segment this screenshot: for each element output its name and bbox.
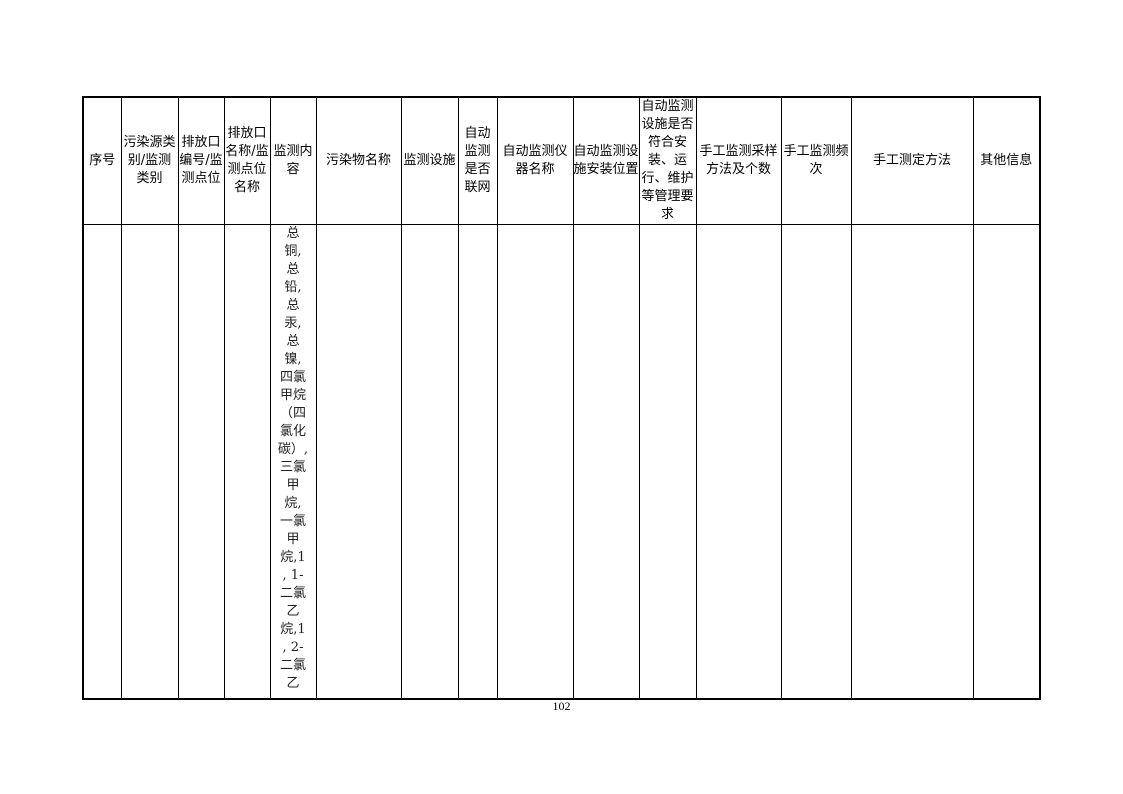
column-header: 手工监测采样方法及个数: [695, 96, 782, 225]
table-cell: [223, 224, 271, 700]
monitoring-content-line: 汞,: [284, 316, 302, 331]
monitoring-content-line: （四: [279, 406, 306, 421]
table-cell: [315, 224, 402, 700]
monitoring-content-line: 甲烷: [279, 388, 306, 403]
table-cell: [457, 224, 498, 700]
column-header: 自动监测设施是否符合安装、运行、维护等管理要求: [638, 96, 697, 225]
monitoring-content-line: 镍,: [284, 352, 302, 367]
table-cell: [120, 224, 179, 700]
column-header: 排放口编号/监测点位: [177, 96, 225, 225]
page-number: 102: [552, 699, 571, 713]
table-cell: [695, 224, 782, 700]
table-cell: [82, 224, 122, 700]
column-header: 序号: [82, 96, 122, 225]
monitoring-content-line: 三氯: [279, 460, 306, 475]
column-header: 手工监测频次: [780, 96, 852, 225]
column-header: 自动监测是否联网: [457, 96, 498, 225]
table-row: 总铜, 总铅, 总汞, 总镍, 四氯 甲烷 （四 氯化 碳）, 三氯甲烷, 一氯甲烷,1, 1- 二氯…: [82, 224, 1041, 700]
monitoring-content-line: 一氯: [279, 514, 306, 529]
table-cell: [780, 224, 852, 700]
column-header: 自动监测设施安装位置: [572, 96, 640, 225]
column-header: 污染物名称: [315, 96, 402, 225]
column-header: 其他信息: [972, 96, 1041, 225]
monitoring-content-line: 烷,: [284, 496, 302, 511]
monitoring-content-line: 铜,: [284, 244, 302, 259]
monitoring-content-line: 总: [286, 226, 300, 241]
monitoring-content-line: 二氯: [279, 586, 306, 601]
column-header: 监测内容: [269, 96, 317, 225]
monitoring-content-line: 烷,1: [280, 622, 306, 637]
monitoring-content-line: 乙: [286, 676, 300, 691]
table-cell: [496, 224, 574, 700]
table-cell: [177, 224, 225, 700]
table-cell: 总铜, 总铅, 总汞, 总镍, 四氯 甲烷 （四 氯化 碳）, 三氯甲烷, 一氯甲烷,1, 1- 二氯…: [269, 224, 317, 700]
monitoring-content-line: , 2-: [282, 640, 304, 655]
monitoring-content-line: 碳）,: [277, 442, 309, 457]
monitoring-content-line: 甲: [286, 532, 300, 547]
table-cell: [850, 224, 974, 700]
header-row: 序号 污染源类别/监测类别 排放口编号/监测点位 排放口名称/监测点位名称 监测内容 污染…: [82, 96, 1041, 225]
monitoring-content-line: 乙: [286, 604, 300, 619]
table-cell: [638, 224, 697, 700]
column-header: 排放口名称/监测点位名称: [223, 96, 271, 225]
monitoring-content-line: 总: [286, 334, 300, 349]
column-header: 自动监测仪器名称: [496, 96, 574, 225]
column-header: 手工测定方法: [850, 96, 974, 225]
monitoring-content-line: 甲: [286, 478, 300, 493]
monitoring-content-line: 总: [286, 262, 300, 277]
monitoring-table: 序号 污染源类别/监测类别 排放口编号/监测点位 排放口名称/监测点位名称 监测内容 污染…: [82, 96, 1041, 700]
monitoring-content-line: 铅,: [284, 280, 302, 295]
column-header: 监测设施: [400, 96, 459, 225]
table-cell: [972, 224, 1041, 700]
table-cell: [572, 224, 640, 700]
monitoring-content-line: 四氯: [279, 370, 306, 385]
monitoring-content-line: 烷,1: [280, 550, 306, 565]
table-cell: [400, 224, 459, 700]
column-header: 污染源类别/监测类别: [120, 96, 179, 225]
monitoring-content-line: , 1-: [282, 568, 304, 583]
monitoring-content-line: 二氯: [279, 658, 306, 673]
monitoring-content-line: 总: [286, 298, 300, 313]
monitoring-content-line: 氯化: [279, 424, 306, 439]
